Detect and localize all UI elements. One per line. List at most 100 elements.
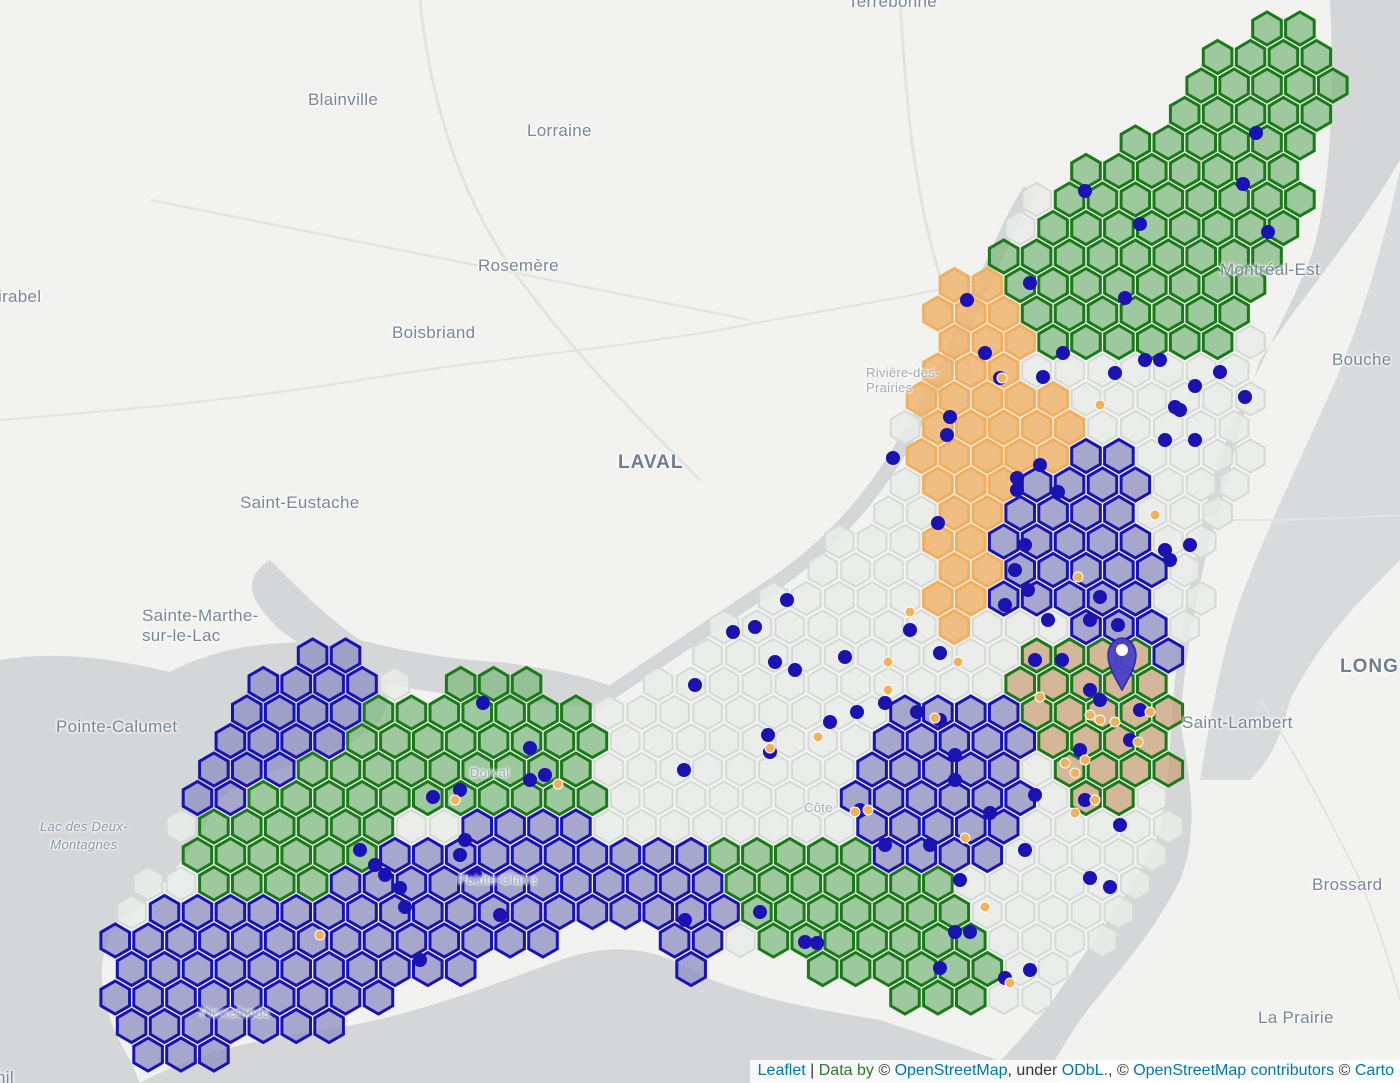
hexbin-cell-blue[interactable] [247,893,280,931]
hexbin-cell-green[interactable] [987,238,1020,275]
hexbin-cell-orange[interactable] [938,323,971,361]
hexbin-cell-blue[interactable] [1086,523,1119,560]
hexbin-cell-green[interactable] [774,893,806,931]
hexbin-cell-green[interactable] [379,722,411,760]
hexbin-cell-grey[interactable] [840,723,871,759]
hexbin-cell-green[interactable] [1300,38,1333,76]
hexbin-cell-grey[interactable] [642,780,674,816]
data-point-blue[interactable] [1236,177,1250,191]
hexbin-cell-blue[interactable] [1004,494,1036,532]
hexbin-cell-blue[interactable] [1004,722,1036,760]
data-point-blue[interactable] [1083,683,1097,697]
data-point-orange[interactable] [996,372,1008,384]
hexbin-cell-green[interactable] [231,808,263,845]
hexbin-cell-green[interactable] [1103,152,1135,190]
data-point-blue[interactable] [1010,471,1024,485]
hexbin-cell-blue[interactable] [872,722,905,760]
hexbin-cell-grey[interactable] [758,694,789,731]
hexbin-cell-blue[interactable] [987,808,1020,845]
hexbin-cell-orange[interactable] [971,266,1004,304]
hexbin-cell-green[interactable] [708,836,740,874]
hexbin-cell-green[interactable] [362,808,395,845]
hexbin-cell-green[interactable] [362,751,395,788]
data-point-orange[interactable] [1144,706,1156,718]
hexbin-cell-grey[interactable] [1004,609,1036,645]
data-point-orange[interactable] [979,901,991,913]
hexbin-cell-blue[interactable] [642,836,674,874]
hexbin-cell-green[interactable] [1053,295,1086,332]
hexbin-cell-green[interactable] [1053,181,1086,218]
hexbin-cell-grey[interactable] [873,495,904,531]
hexbin-cell-green[interactable] [889,922,921,959]
hexbin-cell-green[interactable] [428,694,461,731]
hexbin-cell-green[interactable] [280,836,312,874]
hexbin-cell-blue[interactable] [1136,551,1168,589]
hexbin-cell-green[interactable] [214,836,247,874]
data-point-orange[interactable] [449,794,461,806]
data-point-orange[interactable] [1094,399,1106,411]
data-point-blue[interactable] [538,768,552,782]
hexbin-cell-blue[interactable] [198,979,230,1016]
hexbin-cell-grey[interactable] [1021,979,1052,1016]
hexbin-cell-green[interactable] [510,665,543,703]
hexbin-cell-blue[interactable] [1152,637,1185,674]
hexbin-cell-green[interactable] [576,722,609,760]
hexbin-cell-blue[interactable] [165,979,197,1016]
hexbin-cell-grey[interactable] [791,808,822,845]
hexbin-cell-blue[interactable] [313,665,345,703]
hexbin-cell-green[interactable] [922,922,954,959]
hexbin-cell-blue[interactable] [971,779,1004,817]
hexbin-cell-blue[interactable] [148,893,181,931]
hexbin-cell-green[interactable] [938,893,971,931]
data-point-blue[interactable] [878,696,892,710]
hexbin-cell-green[interactable] [263,865,296,902]
hexbin-cell-green[interactable] [247,836,280,874]
data-point-blue[interactable] [353,843,367,857]
hexbin-cell-blue[interactable] [1136,608,1168,646]
data-point-blue[interactable] [1238,390,1252,404]
hexbin-cell-grey[interactable] [1037,894,1069,930]
hexbin-cell-grey[interactable] [1169,438,1200,474]
hexbin-cell-green[interactable] [428,751,461,788]
hexbin-cell-blue[interactable] [1053,580,1086,617]
hexbin-cell-grey[interactable] [873,666,904,702]
data-point-blue[interactable] [458,833,472,847]
data-point-blue[interactable] [1153,353,1167,367]
hexbin-cell-grey[interactable] [1136,438,1168,474]
data-point-blue[interactable] [523,773,537,787]
hexbin-cell-green[interactable] [790,865,823,902]
hexbin-cell-blue[interactable] [560,865,592,902]
hexbin-cell-green[interactable] [313,836,345,874]
hexbin-cell-green[interactable] [1136,323,1168,361]
hexbin-cell-green[interactable] [1284,181,1316,218]
hexbin-cell-green[interactable] [839,836,872,874]
hexbin-cell-blue[interactable] [263,751,296,788]
hexbin-cell-grey[interactable] [988,922,1019,959]
hexbin-cell-grey[interactable] [1120,409,1151,446]
hexbin-cell-green[interactable] [1185,181,1217,218]
hexbin-cell-blue[interactable] [1004,779,1036,817]
hexbin-cell-green[interactable] [560,694,592,731]
hexbin-cell-blue[interactable] [412,836,444,874]
data-point-blue[interactable] [910,705,924,719]
hexbin-cell-blue[interactable] [313,722,345,760]
hexbin-cell-grey[interactable] [906,666,937,702]
data-point-blue[interactable] [1028,788,1042,802]
hexbin-cell-grey[interactable] [165,808,197,845]
hexbin-cell-blue[interactable] [494,865,526,902]
data-point-orange[interactable] [882,656,894,668]
hexbin-cell-green[interactable] [1251,238,1283,275]
hexbin-cell-blue[interactable] [280,1007,312,1045]
hexbin-cell-green[interactable] [527,694,559,731]
hexbin-cell-grey[interactable] [791,751,822,788]
hexbin-cell-orange[interactable] [1004,323,1036,361]
hexbin-cell-blue[interactable] [1070,494,1102,532]
hexbin-cell-green[interactable] [1218,67,1250,104]
hexbin-cell-green[interactable] [198,808,230,845]
hexbin-cell-green[interactable] [1185,238,1217,275]
hexbin-cell-orange[interactable] [922,466,954,503]
hexbin-cell-green[interactable] [1284,10,1316,47]
hexbin-cell-green[interactable] [1218,295,1250,332]
data-point-blue[interactable] [1138,353,1152,367]
hexbin-cell-blue[interactable] [1086,466,1119,503]
